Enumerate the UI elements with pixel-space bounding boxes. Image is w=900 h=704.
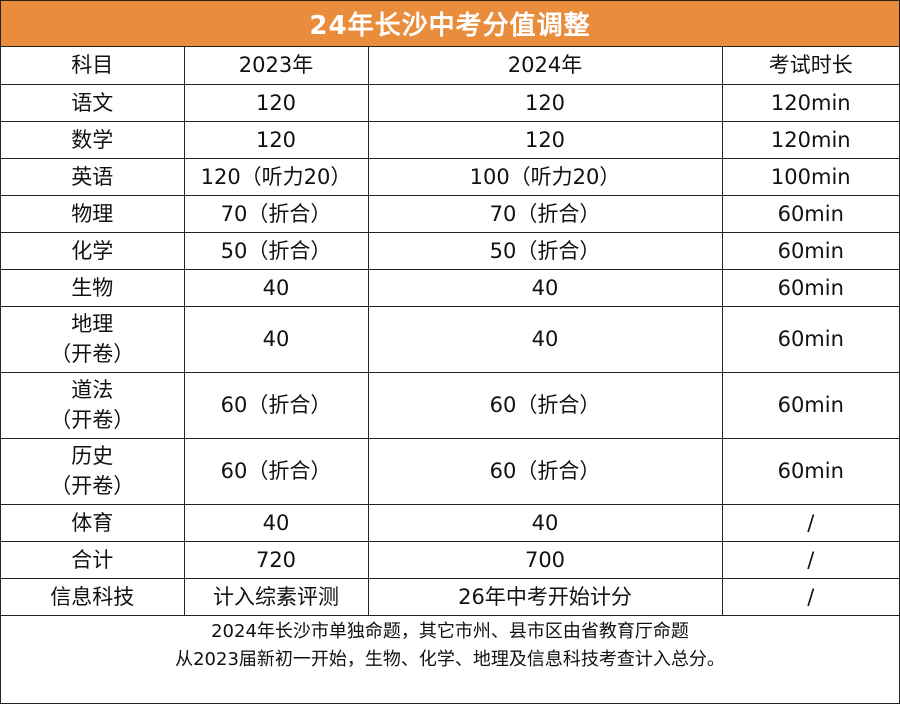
duration-cell: 60min — [721, 371, 899, 439]
score-2023-cell: 40 — [183, 503, 369, 542]
subject-label: 数学 — [71, 127, 114, 152]
duration-cell: / — [721, 540, 899, 579]
subject-label: 合计 — [71, 547, 114, 572]
table-row: 历史 （开卷） 60（折合） 60（折合） 60min — [1, 437, 899, 505]
header-2024: 2024年 — [367, 47, 723, 85]
note-line: 从2023届新初一开始，生物、化学、地理及信息科技考查计入总分。 — [175, 648, 725, 670]
subject-label: 物理 — [71, 201, 114, 226]
score-2024-cell: 100（听力20） — [367, 157, 723, 196]
table-row: 地理 （开卷） 40 40 60min — [1, 305, 899, 373]
subject-label: 语文 — [71, 90, 114, 115]
header-subject: 科目 — [1, 47, 185, 85]
duration-cell: / — [721, 503, 899, 542]
score-2024-cell: 700 — [367, 540, 723, 579]
subject-cell: 道法 （开卷） — [1, 371, 185, 439]
score-2024-cell: 60（折合） — [367, 437, 723, 505]
table-row: 合计 720 700/ — [1, 540, 899, 579]
table-row: 生物 40 40 60min — [1, 268, 899, 307]
table-row: 道法 （开卷） 60（折合） 60（折合） 60min — [1, 371, 899, 439]
subject-cell: 地理 （开卷） — [1, 305, 185, 373]
duration-cell: 120min — [721, 83, 899, 122]
score-2023-cell: 720 — [183, 540, 369, 579]
subject-label: 生物 — [71, 275, 114, 300]
subject-label: 历史 — [71, 444, 114, 468]
score-2023-cell: 60（折合） — [183, 371, 369, 439]
duration-cell: 120min — [721, 120, 899, 159]
score-2023-cell: 120 — [183, 83, 369, 122]
subject-label: 体育 — [71, 510, 114, 535]
duration-cell: 60min — [721, 231, 899, 270]
subject-cell: 化学 — [1, 231, 185, 270]
score-2023-cell: 70（折合） — [183, 194, 369, 233]
subject-cell: 语文 — [1, 83, 185, 122]
subject-cell: 信息科技 — [1, 577, 185, 616]
subject-label: 道法 — [71, 378, 114, 402]
subject-label: 信息科技 — [50, 584, 135, 609]
duration-cell: 60min — [721, 437, 899, 505]
score-2024-cell: 40 — [367, 305, 723, 373]
table-row: 数学 120 120 120min — [1, 120, 899, 159]
score-2024-cell: 120 — [367, 120, 723, 159]
subject-cell: 体育 — [1, 503, 185, 542]
duration-cell: / — [721, 577, 899, 616]
duration-cell: 100min — [721, 157, 899, 196]
score-2024-cell: 40 — [367, 268, 723, 307]
score-2024-cell: 40 — [367, 503, 723, 542]
subject-cell: 历史 （开卷） — [1, 437, 185, 505]
subject-cell: 英语 — [1, 157, 185, 196]
duration-cell: 60min — [721, 194, 899, 233]
header-duration: 考试时长 — [721, 47, 899, 85]
notes: 2024年长沙市单独命题，其它市州、县市区由省教育厅命题 从2023届新初一开始… — [1, 616, 899, 674]
table-row: 英语 120（听力20） 100（听力20） 100min — [1, 157, 899, 196]
table-row: 化学 50（折合） 50（折合） 60min — [1, 231, 899, 270]
score-2023-cell: 120（听力20） — [183, 157, 369, 196]
subject-label: 英语 — [71, 164, 114, 189]
subject-cell: 合计 — [1, 540, 185, 579]
score-2023-cell: 计入综素评测 — [183, 577, 369, 616]
score-2023-cell: 60（折合） — [183, 437, 369, 505]
score-2024-cell: 70（折合） — [367, 194, 723, 233]
duration-cell: 60min — [721, 268, 899, 307]
subject-label: 地理 — [71, 312, 114, 336]
score-2023-cell: 40 — [183, 268, 369, 307]
table-row: 语文 120 120 120min — [1, 83, 899, 122]
table-row: 信息科技 计入综素评测 26年中考开始计分 / — [1, 577, 899, 616]
subject-label: （开卷） — [50, 408, 135, 432]
subject-label: （开卷） — [50, 474, 135, 498]
subject-cell: 物理 — [1, 194, 185, 233]
score-2024-cell: 120 — [367, 83, 723, 122]
score-table-body: 科目 2023年 2024年 考试时长 语文 120 120 120min 数学 120 1… — [1, 47, 899, 616]
subject-cell: 数学 — [1, 120, 185, 159]
subject-cell: 生物 — [1, 268, 185, 307]
score-2023-cell: 40 — [183, 305, 369, 373]
subject-label: （开卷） — [50, 342, 135, 366]
table-row: 体育 40 40/ — [1, 503, 899, 542]
score-2023-cell: 50（折合） — [183, 231, 369, 270]
table-header-row: 科目 2023年 2024年 考试时长 — [1, 47, 899, 85]
score-2024-cell: 50（折合） — [367, 231, 723, 270]
note-line: 2024年长沙市单独命题，其它市州、县市区由省教育厅命题 — [211, 620, 689, 642]
score-table: 科目 2023年 2024年 考试时长 语文 120 120 120min 数学 120 1… — [1, 47, 899, 616]
page-title: 24年长沙中考分值调整 — [1, 1, 899, 47]
score-2024-cell: 26年中考开始计分 — [367, 577, 723, 616]
score-2024-cell: 60（折合） — [367, 371, 723, 439]
score-2023-cell: 120 — [183, 120, 369, 159]
duration-cell: 60min — [721, 305, 899, 373]
table-row: 物理 70（折合） 70（折合） 60min — [1, 194, 899, 233]
header-2023: 2023年 — [183, 47, 369, 85]
subject-label: 化学 — [71, 238, 114, 263]
